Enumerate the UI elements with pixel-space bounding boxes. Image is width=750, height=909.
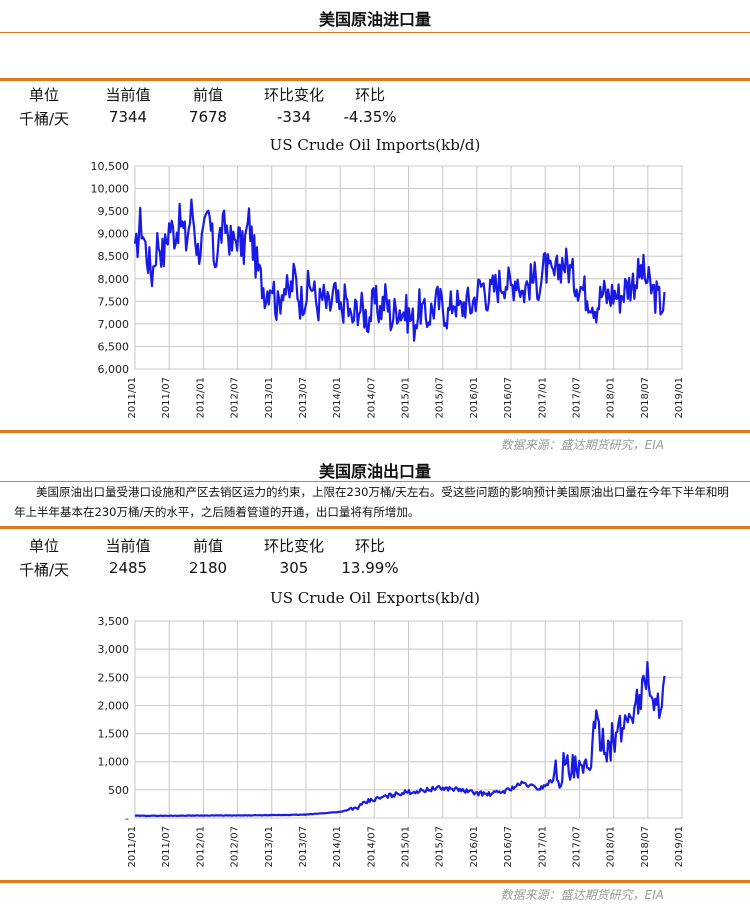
x-tick-label: 2015/01	[401, 826, 412, 868]
header-unit: 单位	[28, 86, 59, 104]
x-tick-label: 2017/07	[571, 826, 582, 868]
x-tick-label: 2013/07	[298, 377, 309, 419]
header-previous: 前值	[192, 86, 223, 104]
value-change-pct: 13.99%	[341, 559, 399, 577]
x-tick-label: 2015/07	[435, 377, 446, 419]
exports-table-row: 千桶/天 2485 2180 305 13.99%	[0, 559, 420, 581]
x-tick-label: 2019/01	[674, 826, 685, 868]
header-change: 环比变化	[263, 537, 324, 555]
x-tick-label: 2011/07	[161, 377, 172, 419]
value-unit: 千桶/天	[18, 561, 70, 579]
value-unit: 千桶/天	[18, 110, 70, 128]
imports-table-header: 单位 当前值 前值 环比变化 环比	[0, 84, 420, 106]
y-tick-label: 7,500	[98, 295, 130, 308]
exports-bottom-rule	[0, 880, 750, 883]
imports-source-note: 数据来源：盛达期货研究，EIA	[500, 438, 664, 452]
y-tick-label: 1,000	[98, 756, 130, 769]
y-tick-label: 2,000	[98, 699, 130, 712]
y-tick-label: 8,500	[98, 250, 130, 263]
x-tick-label: 2016/07	[503, 826, 514, 868]
value-change: -334	[276, 108, 312, 126]
y-tick-label: 9,500	[98, 205, 130, 218]
y-tick-label: 1,500	[98, 728, 130, 741]
imports-title-divider	[0, 32, 750, 33]
x-tick-label: 2018/01	[606, 377, 617, 419]
exports-commentary: 美国原油出口量受港口设施和产区去销区运力的约束，上限在230万桶/天左右。受这些…	[14, 485, 729, 519]
x-tick-label: 2015/07	[435, 826, 446, 868]
imports-section-title: 美国原油进口量	[318, 10, 431, 29]
series-line	[133, 198, 666, 342]
y-tick-label: 3,000	[98, 643, 130, 656]
header-unit: 单位	[28, 537, 59, 555]
y-tick-label: 6,500	[98, 340, 130, 353]
header-current: 当前值	[105, 86, 151, 104]
imports-table-row: 千桶/天 7344 7678 -334 -4.35%	[0, 108, 420, 130]
series-line	[134, 661, 666, 818]
x-tick-label: 2017/01	[537, 826, 548, 868]
x-tick-label: 2014/07	[366, 826, 377, 868]
exports-chart: - 500 1,000 1,500 2,000 2,500 3,000 3,500 2011/0…	[98, 615, 686, 868]
y-tick-label: 3,500	[98, 615, 130, 628]
y-tick-label: 10,000	[91, 183, 130, 196]
x-tick-label: 2018/07	[640, 377, 651, 419]
y-tick-label: 7,000	[98, 318, 130, 331]
header-change-pct: 环比	[354, 537, 385, 555]
x-tick-label: 2016/07	[503, 377, 514, 419]
value-change-pct: -4.35%	[343, 108, 397, 126]
header-previous: 前值	[192, 537, 223, 555]
x-tick-label: 2011/07	[161, 826, 172, 868]
y-tick-label: 500	[108, 784, 129, 797]
imports-chart: 6,000 6,500 7,000 7,500 8,000 8,500 9,000 9,500…	[91, 160, 686, 419]
header-change: 环比变化	[263, 86, 324, 104]
x-tick-label: 2013/07	[298, 826, 309, 868]
x-tick-label: 2012/01	[195, 377, 206, 419]
y-tick-label: 9,000	[98, 228, 130, 241]
exports-chart-title: US Crude Oil Exports(kb/d)	[270, 589, 480, 607]
x-tick-label: 2013/01	[264, 826, 275, 868]
x-tick-label: 2018/07	[640, 826, 651, 868]
x-tick-label: 2012/07	[230, 826, 241, 868]
x-tick-label: 2012/07	[230, 377, 241, 419]
value-previous: 2180	[188, 559, 228, 577]
exports-source-note: 数据来源：盛达期货研究，EIA	[500, 888, 664, 902]
x-tick-label: 2016/01	[469, 826, 480, 868]
imports-table-top-rule	[0, 78, 750, 81]
x-tick-label: 2014/01	[332, 826, 343, 868]
value-change: 305	[279, 559, 309, 577]
x-tick-label: 2016/01	[469, 377, 480, 419]
header-change-pct: 环比	[354, 86, 385, 104]
value-current: 2485	[108, 559, 148, 577]
exports-table-header: 单位 当前值 前值 环比变化 环比	[0, 535, 420, 557]
x-tick-label: 2012/01	[195, 826, 206, 868]
value-current: 7344	[108, 108, 148, 126]
y-tick-label: 10,500	[91, 160, 130, 173]
value-previous: 7678	[188, 108, 228, 126]
x-tick-label: 2017/01	[537, 377, 548, 419]
x-tick-label: 2015/01	[401, 377, 412, 419]
exports-title-divider	[0, 481, 750, 482]
y-tick-label: -	[125, 812, 129, 825]
x-tick-label: 2011/01	[127, 377, 138, 419]
exports-table-top-rule	[0, 526, 750, 529]
y-tick-label: 8,000	[98, 273, 130, 286]
x-tick-label: 2011/01	[127, 826, 138, 868]
imports-chart-title: US Crude Oil Imports(kb/d)	[269, 136, 481, 154]
x-tick-label: 2014/01	[332, 377, 343, 419]
x-tick-label: 2019/01	[674, 377, 685, 419]
x-tick-label: 2014/07	[366, 377, 377, 419]
y-tick-label: 6,000	[98, 363, 130, 376]
x-tick-label: 2018/01	[606, 826, 617, 868]
y-tick-label: 2,500	[98, 671, 130, 684]
x-tick-label: 2017/07	[571, 377, 582, 419]
imports-bottom-rule	[0, 430, 750, 433]
header-current: 当前值	[105, 537, 151, 555]
x-tick-label: 2013/01	[264, 377, 275, 419]
exports-section-title: 美国原油出口量	[318, 462, 431, 481]
